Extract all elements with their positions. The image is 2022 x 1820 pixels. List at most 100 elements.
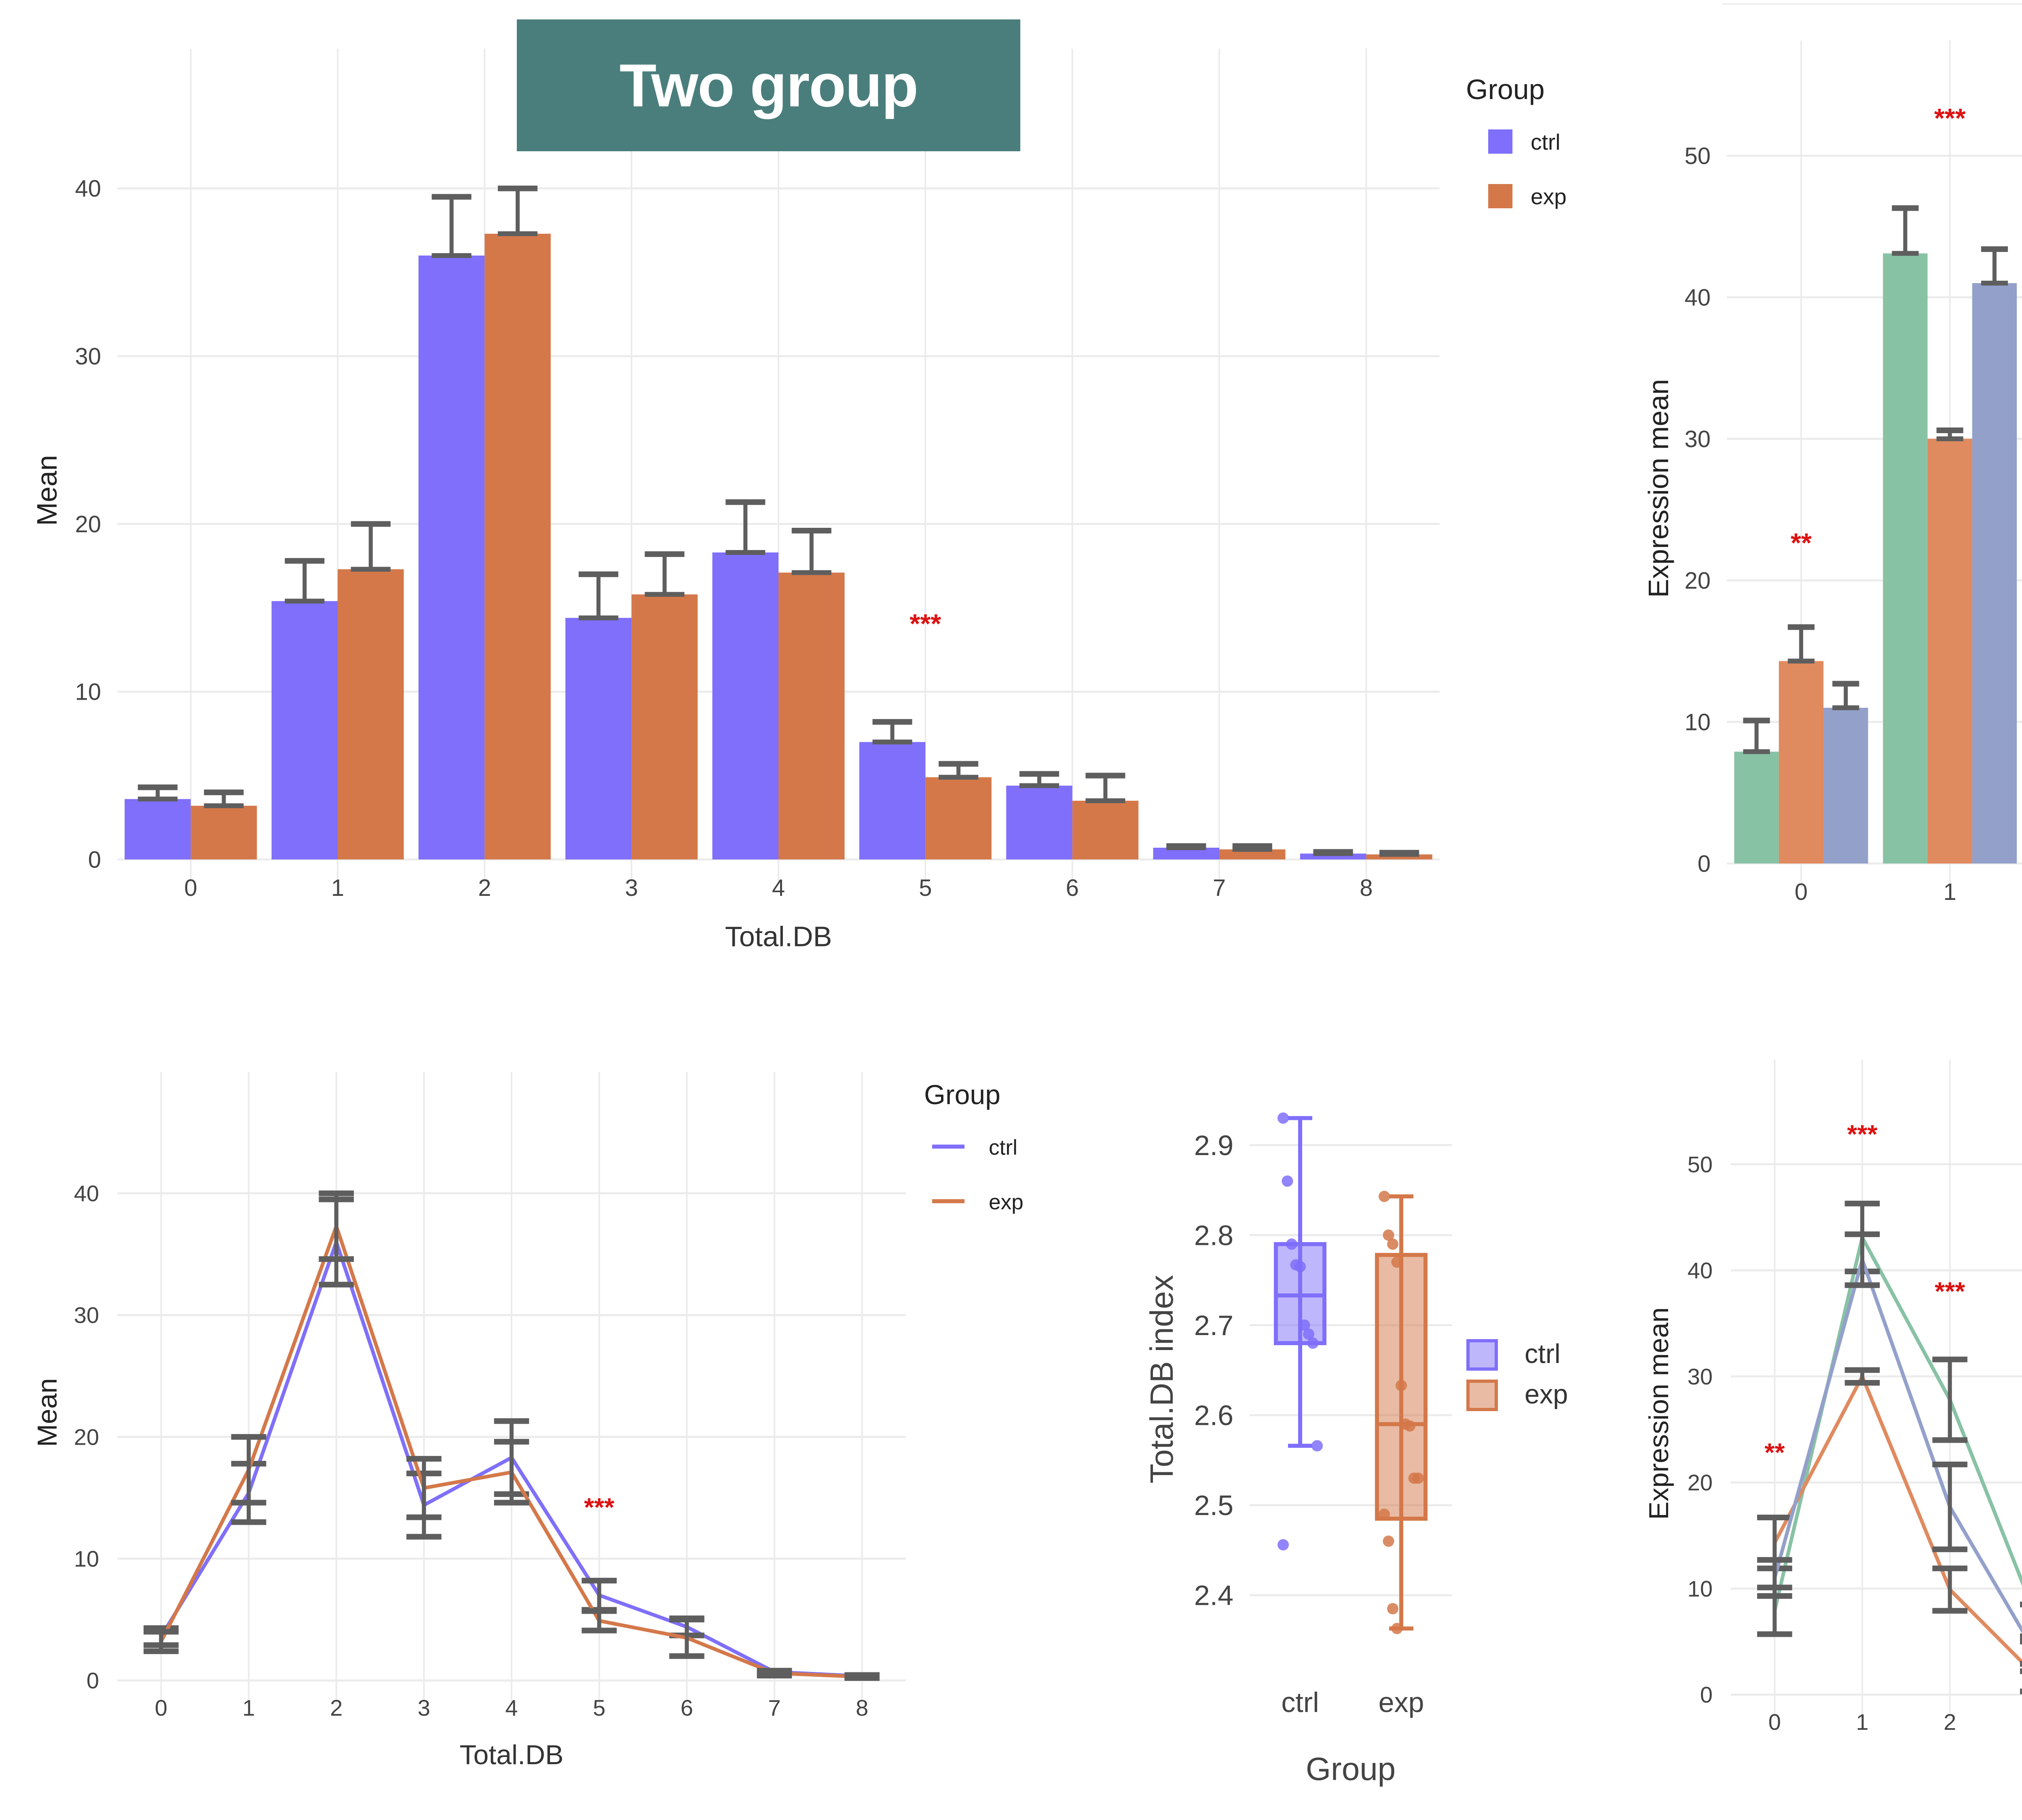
- y-axis-title: Expression mean: [1643, 379, 1674, 598]
- legend-label-ctrl: ctrl: [989, 1136, 1017, 1160]
- legend-label-ctrl: ctrl: [1531, 129, 1560, 154]
- y-tick-label: 2.9: [1194, 1130, 1233, 1161]
- significance-mark: ***: [1847, 1120, 1877, 1149]
- significance-mark: ***: [909, 609, 941, 639]
- significance-mark: **: [1764, 1438, 1785, 1467]
- x-tick-label: 0: [184, 875, 197, 901]
- x-tick-label: 2: [478, 875, 491, 901]
- bar-AA: [1927, 439, 1972, 863]
- y-tick-label: 50: [1684, 143, 1711, 169]
- bar-exp: [631, 594, 698, 859]
- x-tick-label: 4: [772, 875, 785, 901]
- y-tick-label: 0: [1698, 851, 1711, 877]
- x-tick-label: 1: [1856, 1709, 1868, 1735]
- data-point: [1383, 1535, 1394, 1547]
- x-tick-label: 6: [681, 1695, 693, 1721]
- line-AA: [1773, 1372, 2022, 1665]
- y-tick-label: 50: [1688, 1151, 1713, 1177]
- y-tick-label: 10: [74, 1546, 99, 1571]
- x-tick-label: 8: [1360, 875, 1373, 901]
- y-tick-label: 2.7: [1194, 1310, 1233, 1341]
- bar-ctrl: [125, 799, 191, 859]
- x-tick-label: 2: [1944, 1709, 1956, 1735]
- x-tick-label: ctrl: [1281, 1687, 1319, 1718]
- y-tick-label: 0: [88, 847, 101, 873]
- y-tick-label: 40: [74, 1181, 99, 1206]
- data-point: [1396, 1380, 1407, 1391]
- x-tick-label: 3: [418, 1695, 430, 1721]
- data-point: [1404, 1420, 1415, 1432]
- x-tick-label: 5: [593, 1695, 605, 1721]
- data-point: [1303, 1328, 1314, 1340]
- y-tick-label: 10: [1684, 709, 1711, 735]
- data-point: [1311, 1440, 1323, 1452]
- data-point: [1387, 1238, 1398, 1250]
- legend-label-ctrl: ctrl: [1525, 1339, 1561, 1369]
- bar-DHA: [1823, 708, 1868, 863]
- bar-ctrl: [1734, 751, 1779, 863]
- legend-swatch-exp: [1488, 184, 1512, 208]
- data-point: [1277, 1539, 1289, 1551]
- y-axis-title: Expression mean: [1643, 1307, 1674, 1519]
- legend-swatch-ctrl: [1488, 129, 1512, 154]
- significance-mark: ***: [1934, 104, 1966, 133]
- x-tick-label: 2: [330, 1695, 343, 1721]
- data-point: [1387, 1603, 1398, 1615]
- significance-mark: **: [1791, 528, 1812, 558]
- x-tick-label: 0: [1795, 879, 1808, 905]
- two-group-line-chart: 0 10 20 30 40 0 1 2 3 4 5 6 7 8 *** Total.DB Mean Group ct…: [32, 1072, 1024, 1770]
- line-ctrl: [1772, 1232, 2022, 1611]
- data-point: [1299, 1319, 1310, 1331]
- bar-exp: [338, 569, 404, 859]
- multi-group-bar-chart: 010203040500123456712*******************…: [1643, 40, 2022, 905]
- legend-label-exp: exp: [989, 1190, 1024, 1214]
- x-axis-title: Group: [1306, 1751, 1396, 1787]
- x-axis-title: Total.DB: [460, 1740, 564, 1770]
- bar-exp: [484, 233, 551, 859]
- data-point: [1307, 1337, 1319, 1349]
- legend-title: Group: [924, 1079, 1000, 1110]
- data-point: [1379, 1191, 1390, 1202]
- legend-label-exp: exp: [1525, 1380, 1568, 1409]
- y-axis-title: Mean: [31, 455, 63, 526]
- bar-exp: [190, 806, 257, 859]
- bar-ctrl: [418, 255, 485, 860]
- x-tick-label: 1: [331, 875, 344, 901]
- significance-mark: ***: [584, 1492, 614, 1522]
- y-tick-label: 20: [74, 1424, 99, 1450]
- y-tick-label: 10: [75, 679, 101, 705]
- y-tick-label: 30: [1688, 1364, 1713, 1389]
- y-tick-label: 10: [1688, 1576, 1713, 1601]
- y-tick-label: 20: [1688, 1470, 1713, 1495]
- y-tick-label: 2.5: [1194, 1490, 1233, 1521]
- legend-title: Group: [1466, 74, 1545, 105]
- top-divider: [1723, 0, 2022, 5]
- x-tick-label: 6: [1066, 875, 1079, 901]
- data-point: [1294, 1261, 1306, 1272]
- x-tick-label: 7: [1213, 875, 1226, 901]
- y-tick-label: 20: [1684, 567, 1711, 594]
- two-group-banner: Two group: [517, 19, 1020, 151]
- bar-ctrl: [1006, 785, 1072, 859]
- bar-exp: [925, 777, 992, 859]
- bar-ctrl: [859, 742, 926, 859]
- x-tick-label: exp: [1379, 1687, 1424, 1718]
- data-point: [1413, 1472, 1424, 1484]
- x-tick-label: 4: [505, 1695, 518, 1721]
- y-axis-title: Mean: [32, 1378, 63, 1447]
- data-point: [1383, 1229, 1394, 1241]
- y-tick-label: 0: [1700, 1682, 1713, 1708]
- data-point: [1286, 1238, 1297, 1250]
- bar-DHA: [1972, 283, 2017, 863]
- bar-ctrl: [712, 552, 778, 859]
- y-tick-label: 2.8: [1194, 1219, 1233, 1251]
- data-point: [1391, 1623, 1403, 1634]
- legend-swatch-ctrl: [1466, 1339, 1498, 1371]
- y-axis-title: Total.DB index: [1144, 1275, 1180, 1484]
- line-DHA: [1772, 1253, 2022, 1634]
- two-group-bar-chart: 0 10 20 30 40 0 1 2 3 4 5 6 7 8 *** Total.DB Mean Group ct…: [31, 49, 1567, 952]
- y-tick-label: 30: [74, 1302, 99, 1328]
- x-tick-label: 8: [856, 1695, 868, 1721]
- y-tick-label: 20: [75, 511, 101, 538]
- bar-ctrl: [565, 618, 632, 859]
